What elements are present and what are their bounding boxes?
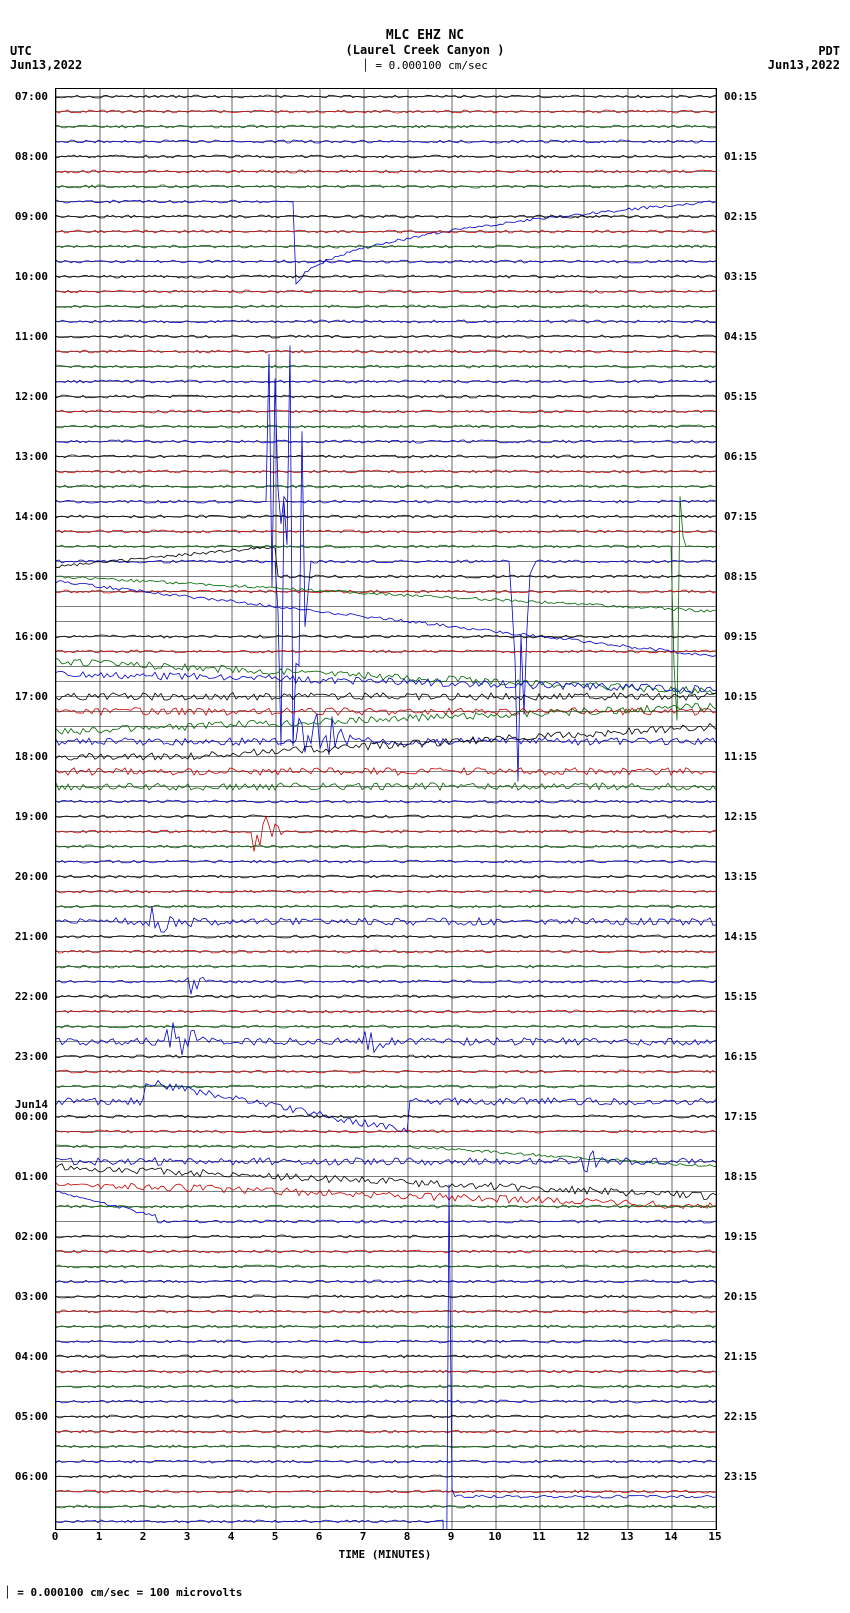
x-tick: 6 (316, 1530, 323, 1543)
tz-right-date: Jun13,2022 (768, 58, 840, 72)
x-axis-title: TIME (MINUTES) (339, 1548, 432, 1561)
x-tick: 0 (52, 1530, 59, 1543)
tz-left-label: UTC (10, 44, 82, 58)
y-left-label: 03:00 (15, 1290, 48, 1303)
y-right-label: 11:15 (724, 750, 757, 763)
tz-right-label: PDT (768, 44, 840, 58)
y-left-label: 20:00 (15, 870, 48, 883)
trace-svg (56, 89, 716, 1529)
timezone-right: PDT Jun13,2022 (768, 44, 840, 72)
y-left-label: 21:00 (15, 930, 48, 943)
station-code: MLC EHZ NC (0, 28, 850, 43)
x-tick: 9 (448, 1530, 455, 1543)
y-right-label: 21:15 (724, 1350, 757, 1363)
x-tick: 15 (708, 1530, 721, 1543)
y-axis-left: 07:00 08:00 09:00 10:00 11:00 12:00 13:00 14:00… (0, 88, 52, 1528)
y-right-label: 18:15 (724, 1170, 757, 1183)
y-left-extra: Jun14 (15, 1098, 48, 1111)
y-right-label: 19:15 (724, 1230, 757, 1243)
y-right-label: 03:15 (724, 270, 757, 283)
y-left-label: 02:00 (15, 1230, 48, 1243)
y-left-label: 10:00 (15, 270, 48, 283)
y-right-label: 23:15 (724, 1470, 757, 1483)
station-location: (Laurel Creek Canyon ) (0, 43, 850, 57)
y-right-label: 00:15 (724, 90, 757, 103)
y-left-label: 17:00 (15, 690, 48, 703)
x-tick: 11 (532, 1530, 545, 1543)
y-left-label: 04:00 (15, 1350, 48, 1363)
y-left-label: 01:00 (15, 1170, 48, 1183)
x-tick: 14 (664, 1530, 677, 1543)
y-right-label: 14:15 (724, 930, 757, 943)
y-right-label: 01:15 (724, 150, 757, 163)
y-right-label: 15:15 (724, 990, 757, 1003)
y-right-label: 12:15 (724, 810, 757, 823)
x-tick: 5 (272, 1530, 279, 1543)
x-tick: 3 (184, 1530, 191, 1543)
y-right-label: 08:15 (724, 570, 757, 583)
y-right-label: 06:15 (724, 450, 757, 463)
plot-area (55, 88, 717, 1530)
y-right-label: 17:15 (724, 1110, 757, 1123)
y-left-label: 13:00 (15, 450, 48, 463)
x-tick: 12 (576, 1530, 589, 1543)
y-left-label: 19:00 (15, 810, 48, 823)
y-left-label: 23:00 (15, 1050, 48, 1063)
seismogram-container: MLC EHZ NC (Laurel Creek Canyon ) │ = 0.… (0, 0, 850, 1613)
y-right-label: 10:15 (724, 690, 757, 703)
y-right-label: 07:15 (724, 510, 757, 523)
y-left-label: 14:00 (15, 510, 48, 523)
timezone-left: UTC Jun13,2022 (10, 44, 82, 72)
y-left-label: 11:00 (15, 330, 48, 343)
y-left-label: 06:00 (15, 1470, 48, 1483)
footer-scale: │ = 0.000100 cm/sec = 100 microvolts (4, 1586, 242, 1599)
y-right-label: 02:15 (724, 210, 757, 223)
y-left-label: 07:00 (15, 90, 48, 103)
x-tick: 10 (488, 1530, 501, 1543)
y-left-label: 00:00 (15, 1110, 48, 1123)
y-axis-right: 00:15 01:15 02:15 03:15 04:15 05:15 06:15 07:15… (720, 88, 780, 1528)
y-right-label: 09:15 (724, 630, 757, 643)
header: MLC EHZ NC (Laurel Creek Canyon ) │ = 0.… (0, 0, 850, 72)
y-right-label: 05:15 (724, 390, 757, 403)
x-tick: 1 (96, 1530, 103, 1543)
y-left-label: 16:00 (15, 630, 48, 643)
y-left-label: 22:00 (15, 990, 48, 1003)
y-left-label: 12:00 (15, 390, 48, 403)
y-right-label: 04:15 (724, 330, 757, 343)
x-tick: 2 (140, 1530, 147, 1543)
y-right-label: 20:15 (724, 1290, 757, 1303)
y-left-label: 09:00 (15, 210, 48, 223)
x-tick: 8 (404, 1530, 411, 1543)
scale-indicator: │ = 0.000100 cm/sec (0, 59, 850, 72)
y-right-label: 13:15 (724, 870, 757, 883)
y-left-label: 08:00 (15, 150, 48, 163)
y-right-label: 22:15 (724, 1410, 757, 1423)
x-tick: 4 (228, 1530, 235, 1543)
x-axis: TIME (MINUTES) 0123456789101112131415 (55, 1530, 715, 1570)
y-right-label: 16:15 (724, 1050, 757, 1063)
tz-left-date: Jun13,2022 (10, 58, 82, 72)
y-left-label: 18:00 (15, 750, 48, 763)
y-left-label: 15:00 (15, 570, 48, 583)
y-left-label: 05:00 (15, 1410, 48, 1423)
x-tick: 7 (360, 1530, 367, 1543)
x-tick: 13 (620, 1530, 633, 1543)
